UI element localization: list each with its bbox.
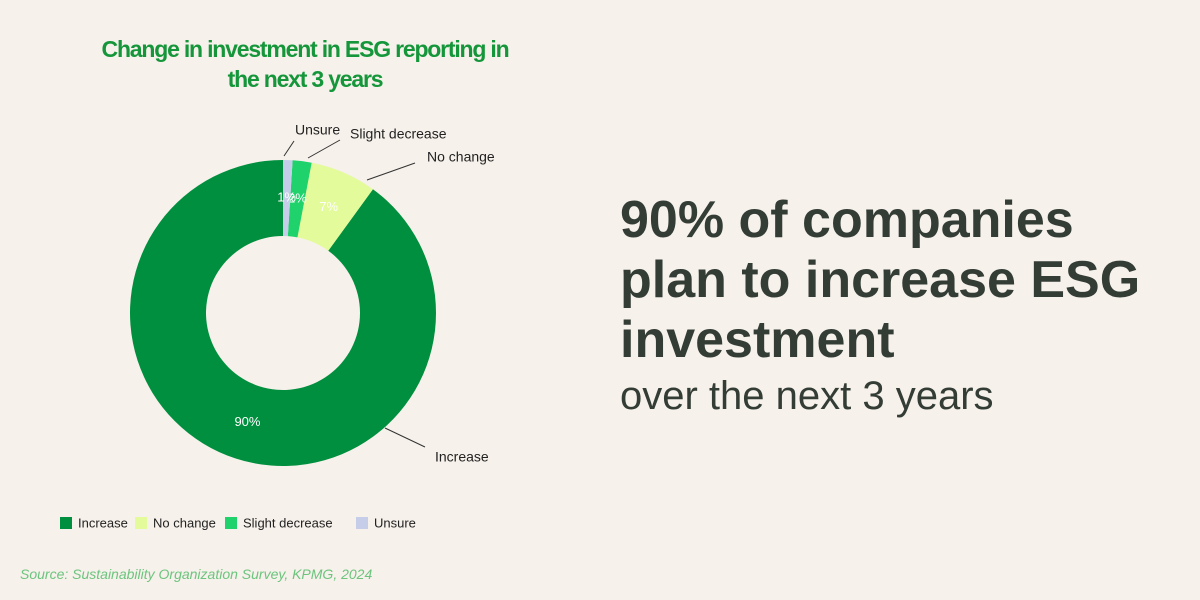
donut-slice: [287, 160, 312, 238]
donut-slice: [130, 160, 437, 467]
chart-title: Change in investment in ESG reporting in…: [101, 36, 510, 92]
legend-label: Increase: [78, 515, 128, 530]
slice-label: Increase: [435, 449, 489, 465]
donut-slice: [283, 160, 293, 237]
slice-label: Slight decrease: [350, 126, 447, 142]
leader-line: [307, 139, 341, 159]
legend-label: Unsure: [374, 515, 416, 530]
leader-line: [283, 140, 295, 157]
legend-swatch: [356, 517, 368, 529]
value-label: 90%: [234, 414, 260, 429]
legend-swatch: [60, 517, 72, 529]
value-label: 7%: [319, 199, 338, 214]
leader-line: [366, 162, 416, 181]
chart: 90% Increase 7% No change 2% Slight decrease 1…: [60, 122, 495, 530]
subheadline: over the next 3 years: [620, 374, 994, 418]
leader-line: [384, 427, 426, 448]
legend-swatch: [135, 517, 147, 529]
legend-swatch: [225, 517, 237, 529]
donut-slice: [297, 162, 373, 251]
source: Source: Sustainability Organization Surv…: [20, 566, 373, 582]
value-label: 2%: [288, 190, 307, 205]
slice-label: No change: [427, 149, 495, 165]
slice-label: Unsure: [295, 122, 340, 138]
legend-label: No change: [153, 515, 216, 530]
legend-label: Slight decrease: [243, 515, 333, 530]
value-label: 1%: [277, 189, 296, 204]
headline: 90% of companies plan to increase ESG in…: [620, 191, 1141, 369]
